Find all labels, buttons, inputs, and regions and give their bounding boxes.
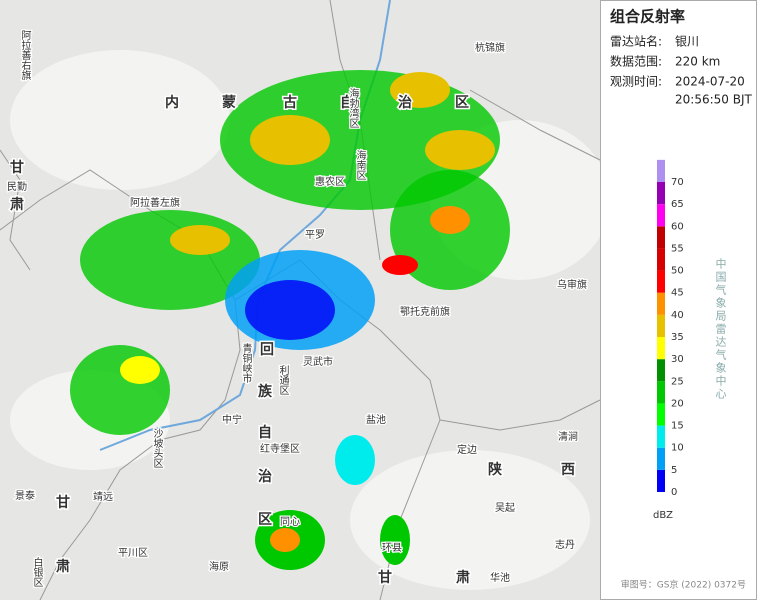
map-label: 海勃湾区 [347, 87, 359, 128]
scale-segment [657, 226, 665, 249]
map-label: 平罗 [305, 229, 325, 241]
map-label: 自 [258, 424, 272, 441]
scale-segment [657, 337, 665, 360]
map-label: 甘 [10, 159, 24, 176]
map-label: 灵武市 [303, 355, 333, 368]
boundaries [0, 0, 601, 600]
scale-tick-label: 30 [671, 354, 684, 365]
map-label: 海原 [209, 560, 229, 573]
field-value: 2024-07-20 [675, 75, 745, 89]
map-label: 甘 [56, 494, 70, 511]
map-label: 回 [260, 342, 274, 358]
map-label: 利通区 [277, 365, 289, 395]
scale-tick-label: 35 [671, 332, 684, 343]
field-label: 观测时间: [610, 75, 662, 89]
map-label: 鄂托克前旗 [400, 305, 450, 318]
scale-segment [657, 469, 665, 492]
scale-unit: dBZ [653, 510, 673, 521]
scale-segment [657, 403, 665, 426]
map-label: 志丹 [555, 538, 575, 551]
scale-tick-label: 10 [671, 443, 684, 454]
map-label: 华池 [490, 571, 510, 584]
map-label: 肃 [10, 196, 24, 213]
panel-title: 组合反射率 [610, 8, 685, 26]
map-label: 自 [340, 94, 354, 111]
field-value: 20:56:50 BJT [675, 93, 752, 107]
map-label: 中宁 [222, 413, 242, 426]
map-label: 青铜峡市 [240, 342, 252, 384]
map-label: 平川区 [118, 547, 148, 559]
map-label: 甘 [378, 569, 392, 586]
map-label: 同心 [280, 516, 300, 528]
scale-tick-label: 40 [671, 310, 684, 321]
scale-segment [657, 182, 665, 205]
scale-tick-label: 60 [671, 221, 684, 232]
field-label: 雷达站名: [610, 34, 662, 49]
field-value: 220 km [675, 55, 720, 69]
map-label: 蒙 [222, 94, 236, 111]
map-label: 景泰 [15, 489, 35, 502]
scale-segment [657, 292, 665, 315]
map-label: 沙坡头区 [151, 428, 163, 468]
map-label: 治 [258, 468, 272, 485]
field-value: 银川 [675, 35, 699, 49]
map-labels: 阿拉善右旗 内 蒙 古 自 治 区 杭锦旗 甘 民勤 肃 阿拉善左旗 海勃湾区 … [6, 29, 589, 589]
scale-segment [657, 314, 665, 337]
map-label: 环县 [382, 542, 402, 554]
scale-segment [657, 159, 665, 182]
scale-tick-label: 20 [671, 398, 684, 409]
info-panel [600, 0, 757, 600]
map-label: 陕 [488, 461, 502, 478]
map-label: 民勤 [7, 180, 27, 193]
map-label: 肃 [456, 569, 470, 586]
scale-segment [657, 204, 665, 227]
scale-segment [657, 248, 665, 271]
scale-tick-label: 55 [671, 243, 684, 254]
map-label: 杭锦旗 [475, 41, 505, 54]
map-label: 族 [258, 383, 273, 400]
map-label: 盐池 [366, 413, 386, 426]
scale-tick-label: 0 [671, 487, 677, 498]
radar-echo [70, 70, 510, 570]
scale-tick-label: 25 [671, 376, 684, 387]
map-label: 吴起 [495, 502, 515, 514]
color-scale: 0 5 10 15 20 25 30 35 40 45 50 55 60 65 70 [657, 159, 684, 498]
map-label: 惠农区 [315, 175, 345, 188]
map-label: 阿拉善左旗 [130, 196, 180, 209]
scale-segment [657, 447, 665, 470]
map-label: 内 [165, 94, 179, 111]
scale-tick-label: 45 [671, 288, 684, 299]
map-label: 肃 [56, 558, 70, 575]
scale-segment [657, 425, 665, 448]
field-label: 数据范围: [610, 54, 662, 69]
scale-segment [657, 270, 665, 293]
map-label: 海南区 [354, 149, 366, 180]
scale-tick-label: 50 [671, 266, 684, 277]
map-label: 定边 [457, 443, 477, 456]
map-label: 靖远 [93, 490, 113, 503]
scale-tick-label: 15 [671, 421, 684, 432]
scale-segment [657, 381, 665, 404]
footer: 审图号：GS京 (2022) 0372号 [621, 579, 746, 591]
scale-tick-label: 65 [671, 199, 684, 210]
map-label: 红寺堡区 [260, 442, 300, 455]
map-label: 治 [398, 94, 412, 111]
map-label: 白银区 [31, 556, 43, 587]
scale-tick-label: 5 [671, 465, 677, 476]
scale-credit: 中国气象局雷达气象中心 [714, 258, 727, 401]
map-label: 清涧 [558, 430, 578, 443]
map-label: 乌审旗 [557, 278, 587, 291]
scale-segment [657, 359, 665, 382]
map-label: 西 [561, 462, 575, 478]
map-label: 古 [283, 94, 297, 111]
scale-tick-label: 70 [671, 177, 684, 188]
map-label: 区 [455, 95, 469, 111]
map-label: 区 [258, 512, 272, 528]
map-label: 阿拉善右旗 [19, 30, 31, 81]
